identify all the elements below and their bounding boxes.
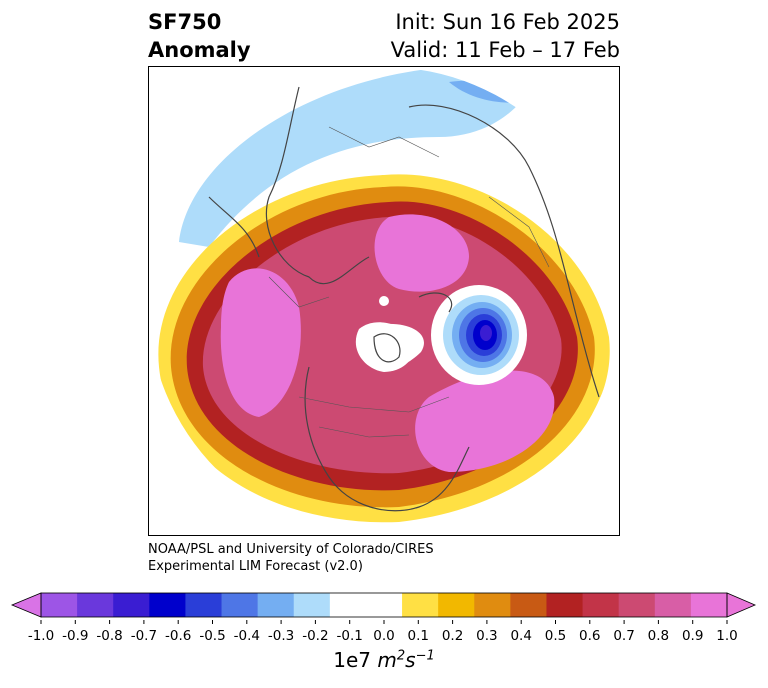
- colorbar-cell: [293, 593, 331, 617]
- title-right: Init: Sun 16 Feb 2025 Valid: 11 Feb – 17…: [391, 8, 620, 64]
- colorbar-cell: [149, 593, 186, 617]
- colorbar-cell: [546, 593, 584, 617]
- colorbar-cell: [438, 593, 475, 617]
- colorbar-tick-label: 1.0: [716, 628, 737, 644]
- colorbar-cell: [185, 593, 223, 617]
- polar-cap: [355, 322, 415, 372]
- colorbar-tick-label: 0.3: [476, 628, 497, 644]
- colorbar-cell: [510, 593, 547, 617]
- colorbar-tick-label: -0.7: [131, 628, 157, 644]
- credit-line2: Experimental LIM Forecast (v2.0): [148, 559, 363, 574]
- colorbar-cell: [582, 593, 620, 617]
- colorbar-cell: [365, 593, 403, 617]
- colorbar-ticks: -1.0 -0.9 -0.8 -0.7 -0.6 -0.5 -0.4 -0.3 -0.2 -0.1…: [28, 620, 738, 644]
- colorbar-tick-label: 0.7: [613, 628, 634, 644]
- colorbar-tick-label: -0.4: [234, 628, 260, 644]
- colorbar-tick-label: -0.9: [62, 628, 88, 644]
- max-anomaly-north: [374, 214, 469, 292]
- colorbar-cell: [257, 593, 295, 617]
- colorbar-tick-label: 0.5: [545, 628, 566, 644]
- unit-exp1: 2: [396, 648, 406, 664]
- colorbar-cell: [113, 593, 150, 617]
- colorbar-tick-label: 0.6: [579, 628, 600, 644]
- credit-line1: NOAA/PSL and University of Colorado/CIRE…: [148, 542, 434, 557]
- colorbar-cell: [402, 593, 439, 617]
- colorbar-unit-label: 1e7 m2s−1: [0, 648, 768, 672]
- colorbar-cell: [221, 593, 259, 617]
- neg-anomaly-center: [431, 285, 527, 385]
- max-anomaly-southeast: [415, 370, 555, 472]
- unit-s: s: [405, 648, 416, 672]
- colorbar-over-triangle: [726, 592, 757, 618]
- colorbar-tick-label: -0.2: [302, 628, 328, 644]
- map-panel: [148, 66, 620, 536]
- colorbar-tick-label: -0.6: [165, 628, 191, 644]
- field-type: Anomaly: [148, 38, 251, 62]
- title-left: SF750 Anomaly: [148, 8, 251, 64]
- colorbar-cell: [474, 593, 511, 617]
- colorbar-tick-label: 0.9: [682, 628, 703, 644]
- colorbar-cell: [41, 593, 78, 617]
- colorbar-tick-label: -0.8: [96, 628, 122, 644]
- colorbar-tick-label: 0.2: [442, 628, 463, 644]
- anomaly-map: [149, 67, 619, 535]
- field-name: SF750: [148, 10, 222, 34]
- contour-fills: [149, 67, 619, 535]
- init-date: Init: Sun 16 Feb 2025: [395, 10, 620, 34]
- colorbar-cell: [618, 593, 656, 617]
- colorbar-outline: [40, 592, 728, 618]
- coastlines: [208, 86, 600, 512]
- colorbar-tick-label: -0.1: [337, 628, 363, 644]
- valid-range: Valid: 11 Feb – 17 Feb: [390, 38, 620, 62]
- unit-prefix: 1e7: [333, 648, 372, 672]
- colorbar-tick-label: 0.1: [408, 628, 429, 644]
- colorbar: [10, 592, 757, 618]
- colorbar-cells: [41, 593, 728, 617]
- colorbar-cell: [654, 593, 692, 617]
- colorbar-tick-label: 0.8: [648, 628, 669, 644]
- colorbar-cell: [77, 593, 114, 617]
- colorbar-cell: [329, 593, 367, 617]
- colorbar-tick-label: -1.0: [28, 628, 54, 644]
- unit-m: m: [377, 648, 397, 672]
- colorbar-under-triangle: [10, 592, 42, 618]
- colorbar-tick-label: 0.4: [510, 628, 531, 644]
- pole-marker: [379, 296, 389, 306]
- unit-exp2: −1: [415, 648, 435, 664]
- colorbar-tick-label: -0.3: [268, 628, 294, 644]
- colorbar-tick-label: 0.0: [373, 628, 394, 644]
- colorbar-cell: [690, 593, 728, 617]
- political-borders: [268, 126, 550, 438]
- neg-anomaly-top: [179, 67, 539, 247]
- colorbar-tick-label: -0.5: [199, 628, 225, 644]
- max-anomaly-west: [220, 268, 301, 417]
- credit: NOAA/PSL and University of Colorado/CIRE…: [148, 541, 434, 575]
